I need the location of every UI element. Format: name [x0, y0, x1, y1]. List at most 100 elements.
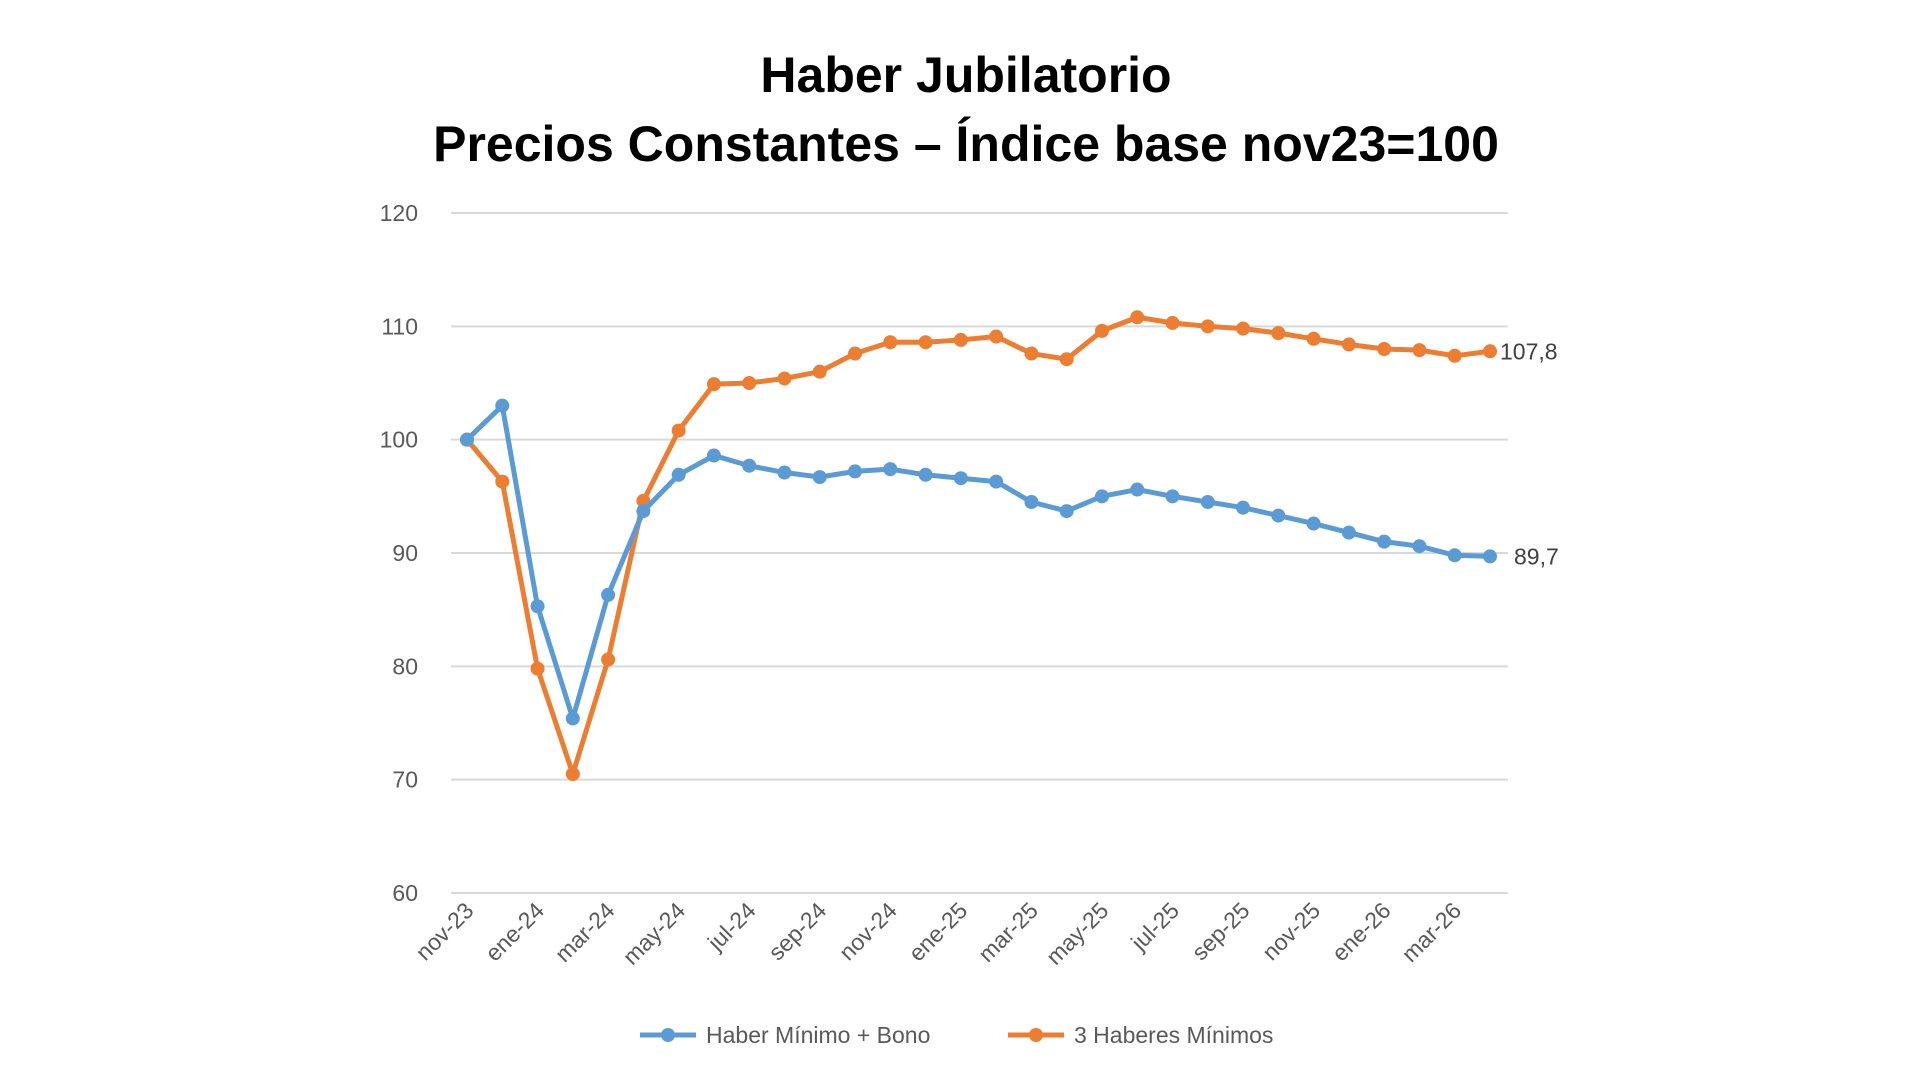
data-point	[1341, 525, 1356, 540]
data-point	[1412, 539, 1427, 554]
data-point	[812, 470, 827, 485]
x-tick-label: sep-24	[763, 897, 831, 965]
data-point	[1306, 331, 1321, 346]
data-point	[601, 652, 616, 667]
data-point	[1165, 489, 1180, 504]
data-point	[1271, 326, 1286, 341]
y-axis-ticks: 60 70 80 90 100 110 120	[380, 200, 418, 906]
legend-item: Haber Mínimo + Bono	[640, 1022, 930, 1048]
data-point	[565, 767, 580, 781]
data-point	[1341, 337, 1356, 352]
data-point	[812, 364, 827, 379]
x-tick-label: ene-25	[903, 897, 972, 966]
x-tick-label: nov-25	[1257, 897, 1325, 965]
data-point	[1130, 482, 1145, 497]
series-layer	[460, 310, 1497, 781]
x-tick-label: may-24	[618, 897, 691, 970]
data-point	[495, 398, 510, 413]
data-point	[848, 346, 863, 361]
data-point	[883, 335, 898, 350]
data-point	[953, 332, 968, 347]
data-point	[671, 423, 686, 438]
data-point	[1200, 495, 1215, 509]
x-tick-label: nov-23	[410, 897, 478, 965]
data-point	[706, 448, 721, 463]
data-point	[636, 504, 651, 519]
data-point	[530, 599, 545, 614]
data-point	[989, 329, 1004, 344]
chart-subtitle: Precios Constantes – Índice base nov23=1…	[433, 116, 1499, 172]
data-point	[1024, 495, 1039, 509]
x-tick-label: mar-25	[973, 897, 1043, 967]
data-point	[565, 711, 580, 726]
data-point	[918, 335, 933, 350]
y-tick-label: 70	[392, 767, 418, 793]
data-point	[1236, 500, 1251, 515]
x-tick-label: sep-25	[1186, 897, 1254, 965]
data-point	[1236, 321, 1251, 336]
data-point	[1306, 516, 1321, 531]
data-point	[1447, 548, 1462, 563]
x-tick-label: jul-24	[702, 897, 761, 956]
data-point	[460, 432, 474, 447]
data-point	[953, 471, 968, 486]
end-labels: 89,7 107,8	[1500, 338, 1559, 569]
data-point	[671, 467, 686, 482]
data-point	[1271, 508, 1286, 523]
legend-item: 3 Haberes Mínimos	[1008, 1022, 1273, 1048]
data-point	[1412, 343, 1427, 358]
legend-label: Haber Mínimo + Bono	[706, 1022, 930, 1048]
legend-label: 3 Haberes Mínimos	[1074, 1022, 1273, 1048]
data-point	[848, 464, 863, 479]
y-tick-label: 100	[380, 427, 418, 453]
data-point	[883, 462, 898, 477]
data-point	[742, 376, 757, 390]
data-point	[706, 377, 721, 392]
y-tick-label: 120	[380, 200, 418, 226]
x-tick-label: mar-24	[550, 897, 620, 967]
data-point	[1483, 344, 1497, 359]
data-point	[601, 587, 616, 602]
chart-title: Haber Jubilatorio	[760, 47, 1171, 103]
legend: Haber Mínimo + Bono 3 Haberes Mínimos	[640, 1022, 1273, 1048]
data-point	[1130, 310, 1145, 325]
series-1	[460, 310, 1497, 781]
legend-swatch-marker	[661, 1028, 675, 1042]
legend-swatch-marker	[1029, 1028, 1043, 1042]
series-line	[464, 403, 1493, 721]
data-point	[777, 371, 792, 386]
x-tick-label: mar-26	[1396, 897, 1466, 967]
gridlines	[451, 212, 1508, 894]
data-point	[918, 467, 933, 482]
x-tick-label: ene-26	[1327, 897, 1396, 966]
data-point	[495, 474, 510, 489]
x-tick-label: may-25	[1041, 897, 1114, 970]
data-point	[989, 474, 1004, 489]
data-point	[777, 465, 792, 480]
x-tick-label: nov-24	[834, 897, 902, 965]
end-value-label: 89,7	[1514, 543, 1559, 569]
data-point	[1059, 352, 1074, 367]
series-line	[464, 314, 1493, 777]
data-point	[1483, 549, 1497, 564]
data-point	[1377, 342, 1392, 356]
data-point	[1059, 504, 1074, 519]
data-point	[1447, 348, 1462, 363]
y-tick-label: 80	[392, 653, 418, 679]
y-tick-label: 90	[392, 540, 418, 566]
data-point	[742, 458, 757, 473]
y-tick-label: 110	[381, 313, 418, 339]
y-tick-label: 60	[392, 880, 418, 906]
data-point	[1094, 489, 1109, 504]
series-0	[460, 398, 1497, 726]
x-tick-label: ene-24	[480, 897, 549, 966]
data-point	[530, 661, 545, 676]
end-value-label: 107,8	[1500, 338, 1558, 364]
data-point	[1024, 346, 1039, 361]
data-point	[1094, 323, 1109, 338]
data-point	[1165, 315, 1180, 330]
data-point	[1377, 534, 1392, 549]
data-point	[1200, 319, 1215, 334]
